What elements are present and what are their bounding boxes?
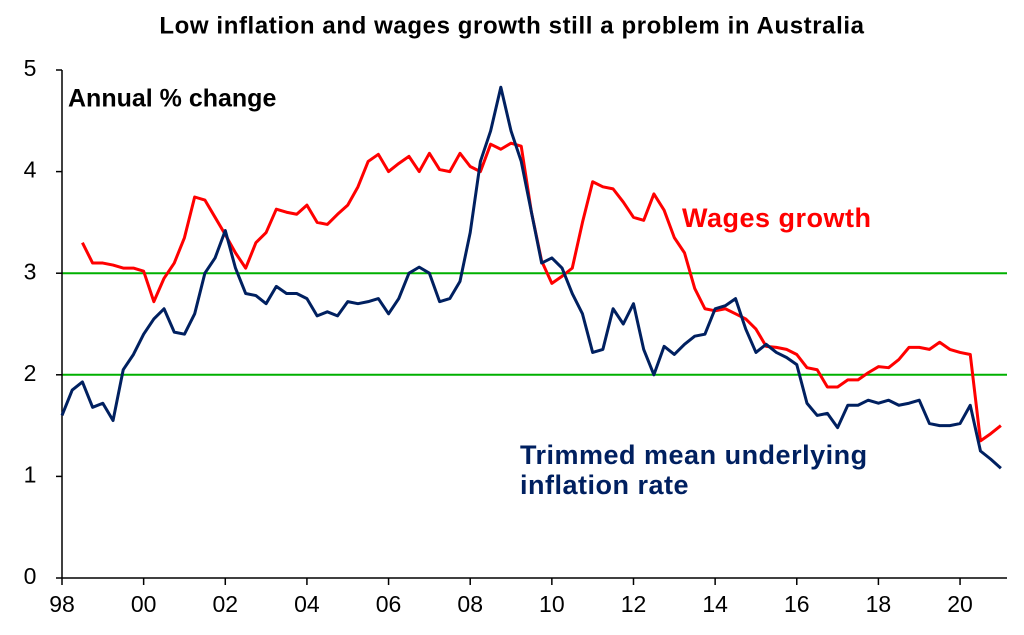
x-tick-label: 20 [947, 591, 973, 617]
x-tick-label: 02 [212, 591, 238, 617]
x-tick-label: 18 [866, 591, 892, 617]
y-tick-label: 2 [24, 360, 37, 386]
y-tick-label: 0 [24, 563, 37, 589]
x-tick-label: 04 [294, 591, 320, 617]
x-tick-label: 98 [49, 591, 75, 617]
x-tick-label: 12 [621, 591, 647, 617]
x-tick-label: 14 [702, 591, 728, 617]
x-tick-label: 06 [376, 591, 402, 617]
series-line [81, 141, 1002, 443]
y-tick-label: 1 [24, 461, 37, 487]
y-tick-label: 3 [24, 258, 37, 284]
annotation: Annual % change [68, 85, 276, 113]
series-label: Trimmed mean underlying inflation rate [520, 440, 868, 500]
x-tick-label: 10 [539, 591, 565, 617]
y-tick-label: 4 [24, 157, 37, 183]
series-line [60, 85, 1002, 470]
series-label: Wages growth [682, 203, 872, 233]
y-tick-label: 5 [24, 55, 37, 81]
chart-title: Low inflation and wages growth still a p… [159, 12, 864, 39]
x-tick-label: 00 [131, 591, 157, 617]
x-tick-label: 08 [457, 591, 483, 617]
x-tick-label: 16 [784, 591, 810, 617]
